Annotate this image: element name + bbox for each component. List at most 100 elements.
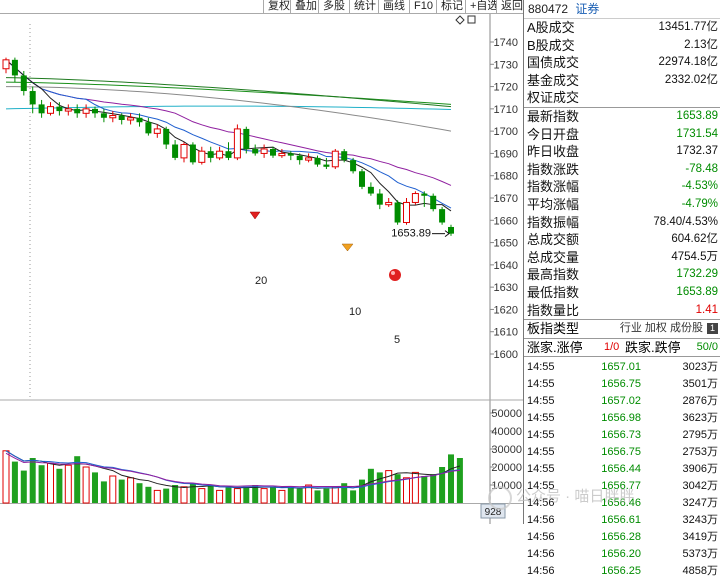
stat-value: 1653.89 (676, 285, 718, 298)
candle-body (421, 193, 428, 196)
red-ball-icon (389, 269, 401, 281)
volume-tick-label: 40000 (491, 426, 522, 438)
stat-value: 1732.29 (676, 268, 718, 281)
stat-value: 2.13亿 (684, 38, 718, 51)
stat-label: 最新指数 (527, 108, 580, 124)
add-watchlist-button[interactable]: +自选 (465, 0, 503, 13)
tick-row: 14:55 1656.75 3501万 (524, 376, 720, 393)
stat-value: 4754.5万 (671, 250, 718, 263)
price-tick-label: 1620 (494, 304, 518, 316)
watermark-text: 公众号 · 喵日胖胖 (516, 488, 635, 505)
volume-bar (198, 488, 206, 504)
stat-row: 平均涨幅 -4.79% (524, 196, 720, 214)
volume-bar (341, 483, 348, 503)
kline-chart-area[interactable]: 1740 1730 1720 1710 1700 1690 1680 1670 1660 1650… (0, 0, 523, 524)
stat-value: 1.41 (695, 303, 718, 316)
tick-row: 14:56 1656.20 5373万 (524, 546, 720, 563)
ball-highlight-icon (391, 271, 395, 275)
candle-body (64, 108, 72, 112)
stat-row: 国债成交 22974.18亿 (524, 54, 720, 72)
candle-body (341, 151, 348, 161)
tick-volume: 3023万 (682, 361, 718, 374)
stat-row: 指数量比 1.41 (524, 302, 720, 320)
tick-time: 14:55 (527, 361, 555, 374)
volume-ma10-line (5, 450, 460, 489)
statistics-button[interactable]: 统计 (349, 0, 380, 13)
volume-bar (207, 485, 214, 503)
volume-bar (411, 471, 419, 504)
f10-button[interactable]: F10 (409, 0, 437, 13)
draw-line-button[interactable]: 画线 (378, 0, 409, 13)
stat-row: 指数振幅 78.40/4.53% (524, 214, 720, 232)
candle-body (82, 108, 90, 114)
volume-value-label: 928 (485, 507, 502, 518)
price-tick-label: 1660 (494, 215, 518, 227)
index-stats-list: 最新指数 1653.89 今日开盘 1731.54 昨日收盘 1732.37 指数涨跌 -78… (524, 106, 720, 320)
volume-bar (47, 462, 54, 504)
ma-period-marker: 10 (349, 306, 361, 318)
candle-body (198, 150, 206, 163)
volume-bar (189, 483, 196, 503)
candle-body (243, 128, 250, 149)
stat-label: 国债成交 (527, 55, 580, 71)
ma120-line (5, 105, 452, 110)
tick-row: 14:55 1656.98 3623万 (524, 410, 720, 427)
back-button[interactable]: 返回 (496, 0, 527, 13)
candle-body (278, 152, 286, 157)
volume-bar (350, 490, 357, 503)
stat-value: 604.62亿 (671, 233, 718, 246)
restore-right-button[interactable]: 复权 (263, 0, 294, 13)
volume-bar (270, 486, 276, 503)
tick-volume: 3247万 (682, 497, 718, 510)
tick-time: 14:55 (527, 463, 555, 476)
market-turnover-list: A股成交 13451.77亿 B股成交 2.13亿 国债成交 22974.18亿 基金成交 2… (524, 19, 720, 107)
stat-row: B股成交 2.13亿 (524, 37, 720, 55)
overlay-button[interactable]: 叠加 (290, 0, 321, 13)
volume-bar (38, 465, 45, 503)
tick-time: 14:55 (527, 412, 555, 425)
tick-time: 14:55 (527, 378, 555, 391)
multi-stock-button[interactable]: 多股 (318, 0, 349, 13)
tick-price: 1656.98 (601, 412, 641, 425)
ma-period-marker: 5 (394, 334, 400, 346)
tick-price: 1656.28 (601, 531, 641, 544)
candle-body (350, 160, 357, 172)
kline-chart[interactable]: 1740 1730 1720 1710 1700 1690 1680 1670 1660 1650… (0, 0, 523, 524)
stat-label: 总成交额 (527, 232, 580, 248)
ma20-line (5, 59, 452, 186)
volume-bar (163, 488, 170, 503)
board-type-row: 板指类型 行业 加权 成份股 1 (524, 319, 720, 338)
stat-label: 最低指数 (527, 284, 580, 300)
candle-body (145, 122, 152, 134)
down-label: 跌家.跌停 (625, 339, 681, 355)
volume-bar (233, 488, 241, 504)
tick-row: 14:56 1656.25 4858万 (524, 563, 720, 580)
volume-bar (216, 489, 224, 504)
candle-body (376, 193, 383, 205)
tick-price: 1656.75 (601, 446, 641, 459)
mark-button[interactable]: 标记 (436, 0, 467, 13)
stat-value: 1731.54 (676, 127, 718, 140)
candle-body (314, 157, 321, 165)
tick-row: 14:56 1656.28 3419万 (524, 529, 720, 546)
candle-body (180, 144, 188, 159)
volume-bar (359, 479, 365, 503)
tick-time: 14:55 (527, 395, 555, 408)
stat-value: 78.40/4.53% (653, 215, 718, 228)
tick-row: 14:55 1657.02 2876万 (524, 393, 720, 410)
tick-price: 1656.20 (601, 548, 641, 561)
volume-bar (323, 488, 330, 503)
stock-name[interactable]: 证券 (575, 2, 600, 16)
orange-gem-icon (341, 243, 354, 252)
ma10-line (5, 59, 452, 209)
tick-price: 1656.73 (601, 429, 641, 442)
candle-body (331, 150, 339, 168)
stat-row: A股成交 13451.77亿 (524, 19, 720, 37)
board-badge[interactable]: 1 (707, 323, 718, 335)
tick-time: 14:56 (527, 565, 555, 578)
candle-body (100, 113, 107, 118)
stat-value: 1732.37 (676, 145, 718, 158)
board-type-value[interactable]: 行业 加权 成份股 (619, 322, 703, 335)
tick-list[interactable]: 14:55 1657.01 3023万 14:55 1656.75 3501万 14:55 1… (524, 356, 720, 580)
price-tick-label: 1600 (494, 349, 518, 361)
